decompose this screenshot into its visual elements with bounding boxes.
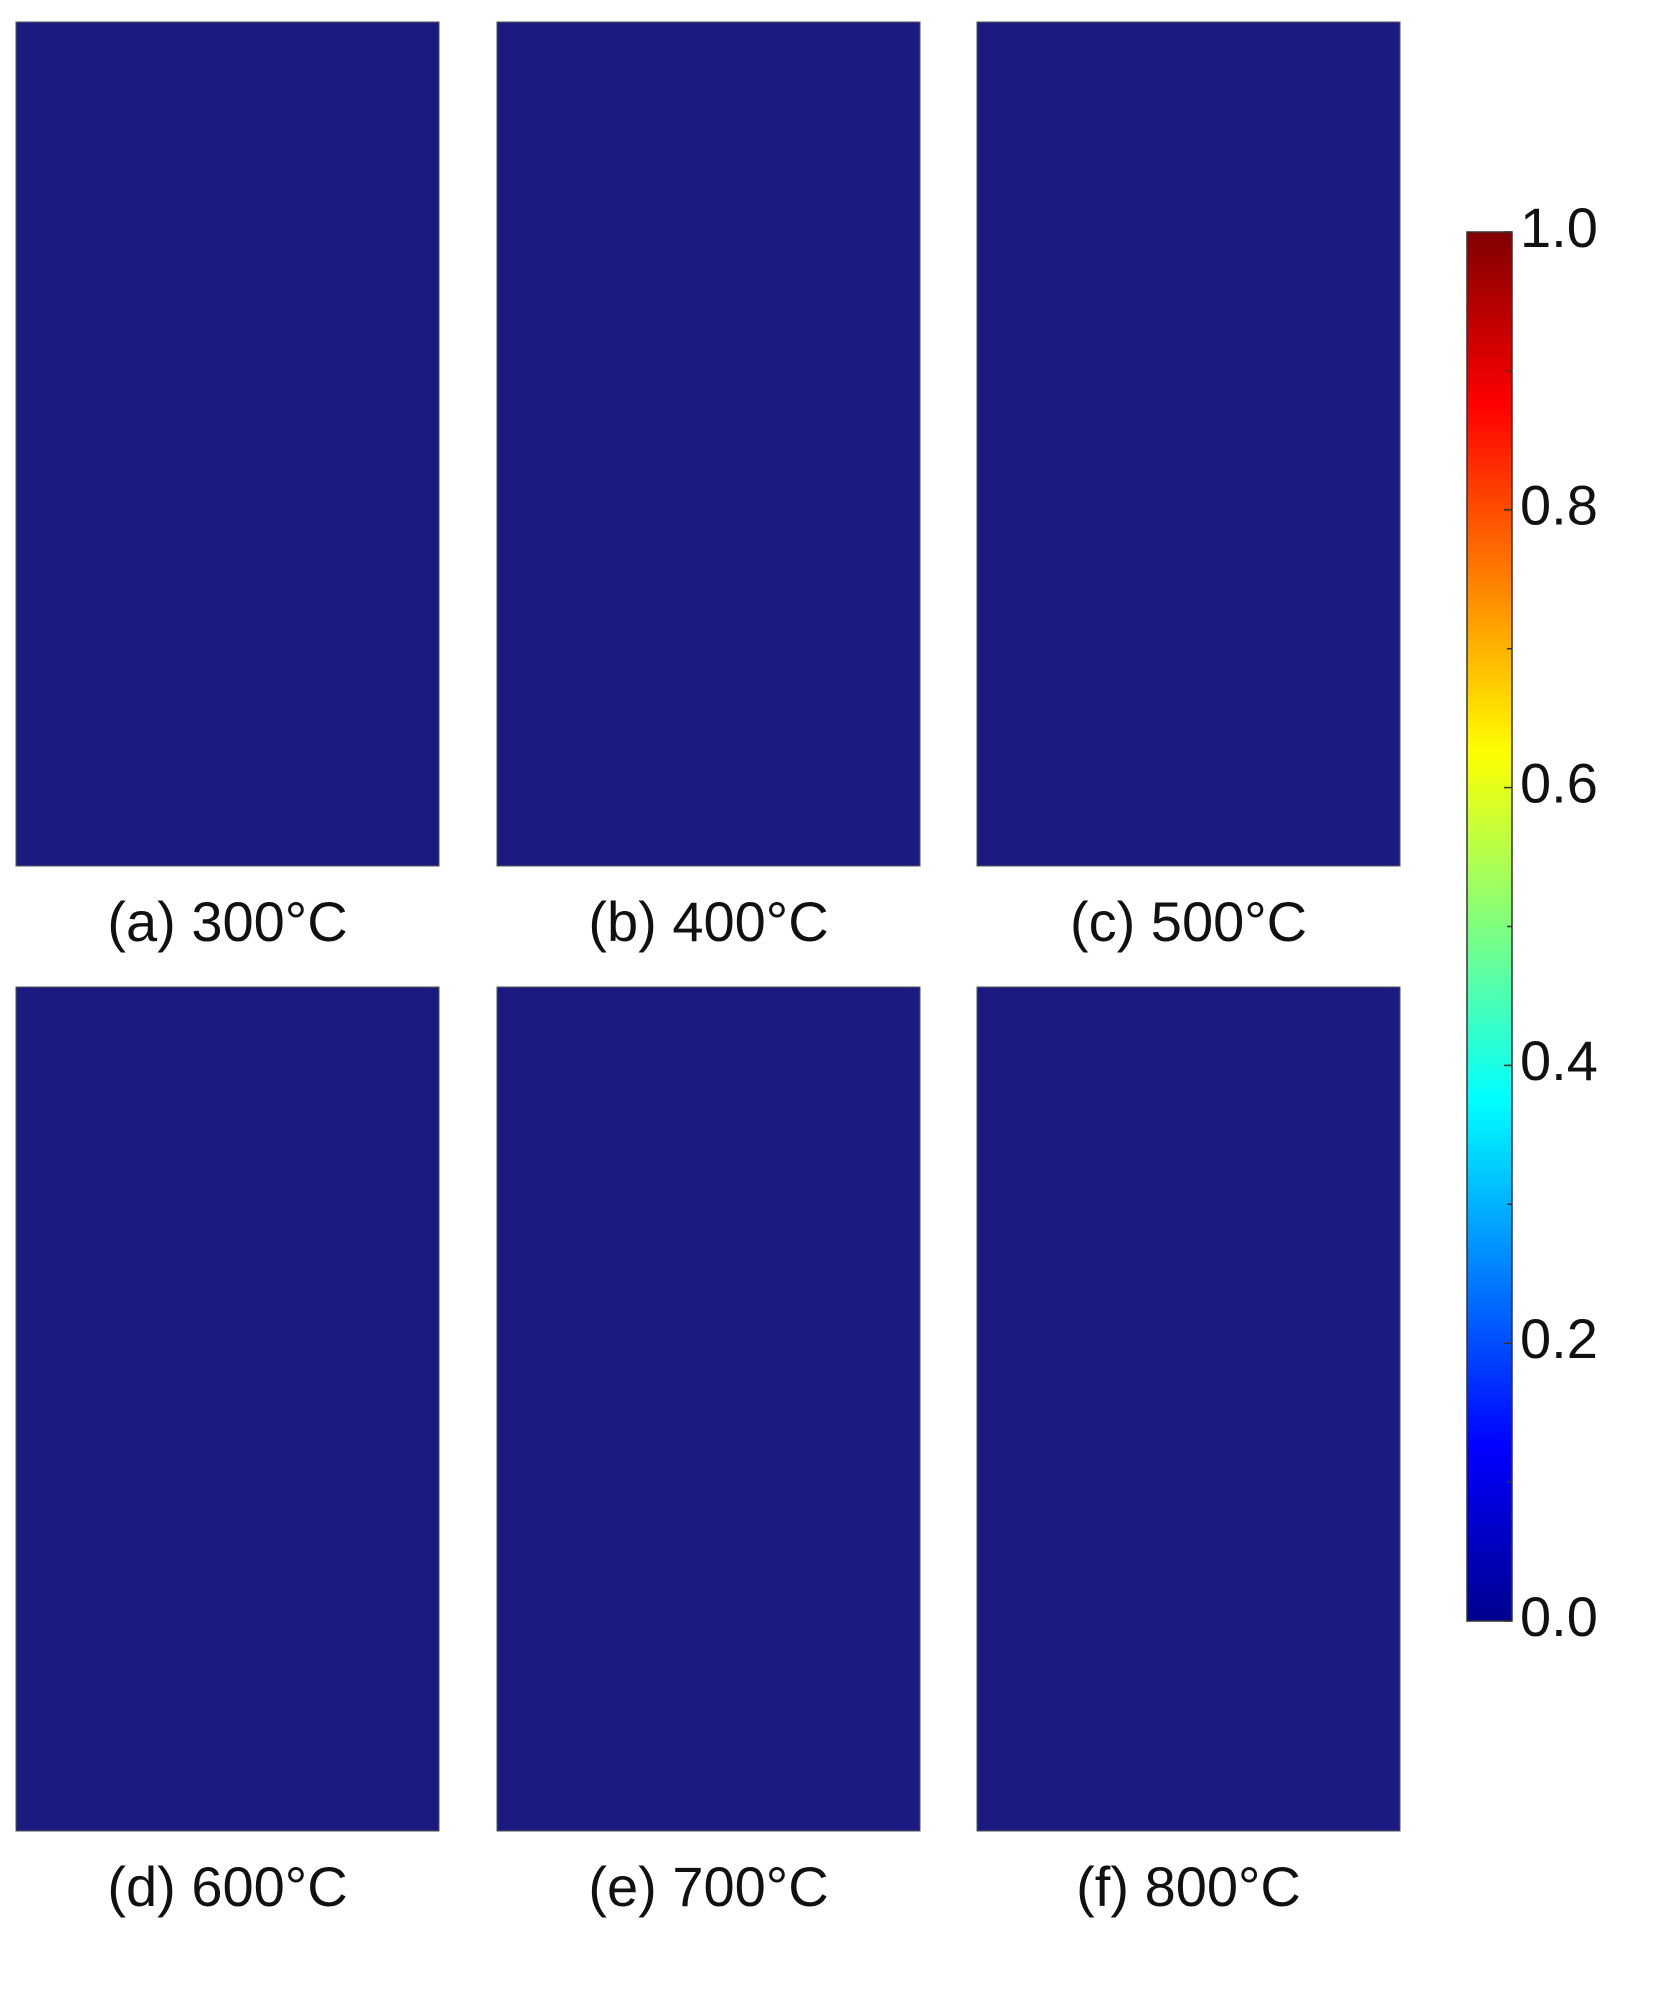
heatmap-panel bbox=[496, 986, 921, 1832]
panel-caption: (b) 400°C bbox=[588, 890, 828, 953]
heatmap-panel bbox=[496, 21, 921, 867]
panel-caption: (d) 600°C bbox=[107, 1855, 347, 1918]
panel-caption: (a) 300°C bbox=[107, 890, 347, 953]
colorbar-tick-label: 0.6 bbox=[1520, 751, 1598, 814]
heatmap-panel bbox=[976, 21, 1401, 867]
colorbar-tick-label: 1.0 bbox=[1520, 196, 1598, 259]
panel-caption: (f) 800°C bbox=[1076, 1855, 1301, 1918]
colorbar-tick-label: 0.8 bbox=[1520, 474, 1598, 537]
heatmap-panel bbox=[976, 986, 1401, 1832]
heatmap-panel bbox=[15, 21, 440, 867]
colorbar-tick-label: 0.0 bbox=[1520, 1585, 1598, 1648]
colorbar-tick-label: 0.4 bbox=[1520, 1029, 1598, 1092]
heatmap-panel bbox=[15, 986, 440, 1832]
panel-caption: (c) 500°C bbox=[1070, 890, 1307, 953]
colorbar-tick-label: 0.2 bbox=[1520, 1307, 1598, 1370]
colorbar bbox=[1466, 231, 1513, 1622]
panel-caption: (e) 700°C bbox=[588, 1855, 828, 1918]
